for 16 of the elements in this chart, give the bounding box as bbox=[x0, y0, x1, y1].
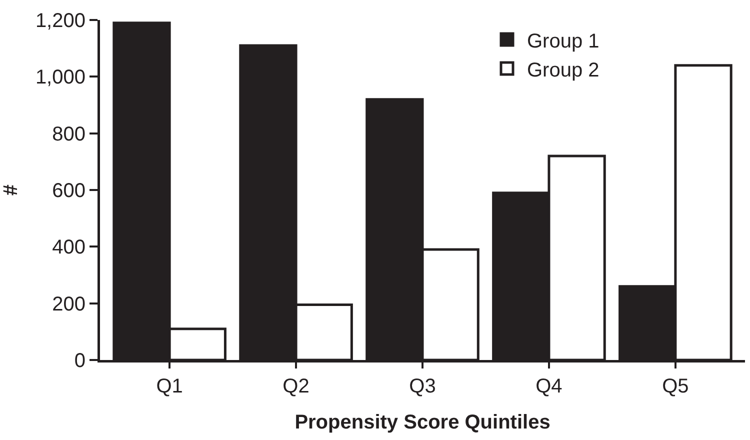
x-tick-label: Q3 bbox=[409, 376, 436, 398]
x-tick-label: Q5 bbox=[662, 376, 689, 398]
x-tick-label: Q4 bbox=[536, 376, 562, 398]
y-tick-label: 0 bbox=[74, 350, 86, 372]
y-tick-label: 1,000 bbox=[35, 66, 86, 89]
legend-label: Group 1 bbox=[527, 30, 600, 52]
y-tick-label: 800 bbox=[52, 123, 86, 146]
y-tick-label: 1,200 bbox=[35, 10, 86, 32]
y-tick-label: 600 bbox=[52, 180, 86, 202]
legend-label: Group 2 bbox=[527, 59, 600, 82]
y-axis-title: # bbox=[0, 184, 22, 196]
y-tick-label: 200 bbox=[52, 293, 86, 316]
x-tick-label: Q2 bbox=[282, 376, 310, 398]
y-tick-label: 400 bbox=[52, 236, 86, 259]
x-tick-label: Q1 bbox=[156, 376, 183, 398]
x-axis-title: Propensity Score Quintiles bbox=[294, 411, 550, 434]
